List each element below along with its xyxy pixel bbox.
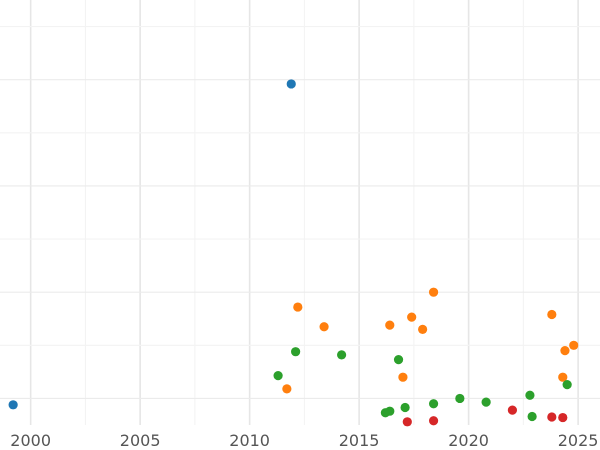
data-point — [525, 390, 535, 400]
x-tick-label: 2015 — [339, 431, 380, 450]
data-point — [547, 309, 557, 320]
data-point — [455, 393, 465, 404]
data-point — [286, 79, 296, 89]
data-point — [428, 287, 439, 297]
x-tick-label: 2005 — [120, 431, 161, 450]
data-point — [507, 405, 518, 415]
data-point — [428, 416, 439, 426]
data-point — [291, 347, 301, 357]
data-point — [560, 346, 570, 356]
data-point — [418, 324, 428, 334]
data-point — [558, 412, 568, 423]
data-point — [385, 406, 395, 416]
data-point — [558, 372, 568, 382]
x-tick-label: 2000 — [10, 431, 51, 450]
data-point — [282, 384, 292, 394]
data-point — [407, 312, 417, 322]
data-point — [569, 340, 579, 350]
data-points — [8, 79, 579, 427]
data-point — [481, 397, 491, 407]
data-point — [319, 322, 329, 332]
data-point — [527, 411, 537, 422]
data-point — [8, 400, 18, 410]
x-tick-label: 2020 — [448, 431, 489, 450]
data-point — [398, 372, 408, 382]
data-point — [547, 412, 557, 422]
data-point — [400, 402, 410, 413]
data-point — [273, 370, 283, 381]
data-point — [428, 399, 439, 409]
data-point — [337, 350, 347, 360]
grid — [0, 0, 600, 425]
data-point — [293, 302, 303, 312]
x-tick-label: 2010 — [229, 431, 270, 450]
data-point — [393, 355, 404, 365]
data-point — [402, 417, 412, 427]
x-tick-label: 2025 — [558, 431, 599, 450]
data-point — [562, 380, 572, 390]
x-axis-ticks: 2000 2005 2010 2015 2020 2025 — [10, 431, 598, 450]
data-point — [385, 320, 395, 330]
